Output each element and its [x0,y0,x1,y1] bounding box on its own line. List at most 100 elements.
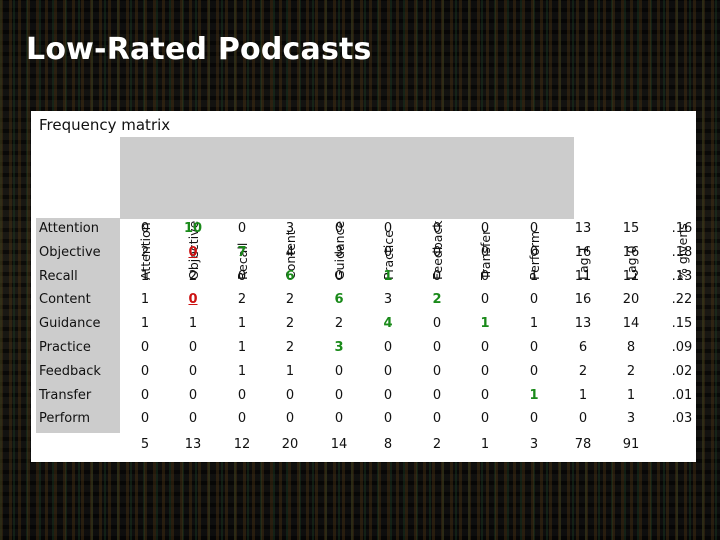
matrix-cell: 0 [480,268,490,284]
matrix-cell: 0 [432,411,442,427]
total-cell: 12 [233,437,251,453]
matrix-cell: 3 [334,340,344,355]
matrix-cell: 0 [285,387,295,403]
total-cell: 3 [529,437,539,453]
total-cell: 13 [184,437,202,453]
matrix-cell: 3 [383,292,393,308]
matrix-cell: 0 [480,363,490,379]
row-label-band [36,218,120,433]
matrix-cell: 0 [432,340,442,355]
matrix-cell: 2 [432,292,442,308]
matrix-cell: 3 [285,221,295,236]
matrix-cell: 0 [432,363,442,379]
matrix-cell: 8 [626,340,636,355]
matrix-cell: 0 [188,340,198,355]
matrix-cell: 14 [622,316,640,332]
matrix-cell: 0 [529,340,539,355]
matrix-cell: .22 [671,292,693,308]
matrix-cell: 0 [383,244,393,260]
matrix-cell: 0 [578,411,588,427]
matrix-cell: 0 [188,411,198,427]
matrix-cell: 16 [574,244,592,260]
matrix-cell: 1 [188,316,198,332]
matrix-cell: 0 [480,221,490,236]
matrix-cell: 0 [140,363,150,379]
matrix-cell: 0 [334,363,344,379]
column-header-band [120,137,574,219]
matrix-cell: 0 [529,411,539,427]
matrix-cell: 0 [480,387,490,403]
matrix-cell: 13 [574,316,592,332]
matrix-cell: 0 [334,221,344,236]
matrix-cell: .15 [671,316,693,332]
frequency-matrix-panel: Frequency matrix Attention Objective Recal… [31,111,696,462]
matrix-cell: 0 [529,292,539,308]
matrix-cell: 2 [285,340,295,355]
matrix-cell: 2 [578,363,588,379]
matrix-cell: 1 [529,316,539,332]
matrix-cell: 0 [188,292,198,308]
matrix-cell: 1 [626,387,636,403]
matrix-cell: 0 [529,363,539,379]
matrix-cell: 2 [285,292,295,308]
matrix-cell: 0 [432,268,442,284]
matrix-cell: 7 [237,244,247,260]
matrix-cell: .02 [671,363,693,379]
matrix-cell: 13 [574,221,592,236]
slide-title: Low-Rated Podcasts [26,32,372,67]
matrix-cell: 1 [237,340,247,355]
total-cell: 14 [330,437,348,453]
total-cell: 2 [432,437,442,453]
matrix-cell: 4 [285,244,295,260]
matrix-cell: 10 [183,221,203,236]
matrix-cell: 0 [432,316,442,332]
row-label: Attention [39,221,99,236]
matrix-cell: .13 [671,268,693,284]
matrix-cell: 0 [480,411,490,427]
matrix-cell: 2 [626,363,636,379]
matrix-cell: 1 [529,268,539,284]
matrix-cell: 16 [574,292,592,308]
matrix-cell: 0 [432,221,442,236]
total-cell: 5 [140,437,150,453]
matrix-cell: 2 [188,268,198,284]
total-cell: 8 [383,437,393,453]
matrix-cell: 0 [383,387,393,403]
matrix-cell: 6 [285,268,295,284]
row-label: Feedback [39,363,101,379]
row-label: Objective [39,244,101,260]
total-cell: 1 [480,437,490,453]
matrix-cell: 4 [383,316,393,332]
matrix-cell: 16 [622,244,640,260]
matrix-cell: 0 [383,411,393,427]
matrix-cell: 20 [622,292,640,308]
matrix-cell: 0 [188,363,198,379]
matrix-cell: 0 [140,221,150,236]
matrix-cell: 0 [285,411,295,427]
matrix-cell: 1 [578,387,588,403]
matrix-title: Frequency matrix [39,116,171,134]
matrix-cell: 0 [334,387,344,403]
matrix-cell: .16 [671,221,693,236]
matrix-cell: 0 [529,221,539,236]
matrix-cell: 0 [140,387,150,403]
matrix-cell: 1 [285,363,295,379]
matrix-cell: 0 [432,244,442,260]
matrix-cell: 0 [383,340,393,355]
matrix-cell: 6 [334,292,344,308]
matrix-cell: 1 [140,292,150,308]
matrix-cell: 3 [626,411,636,427]
matrix-cell: 0 [140,411,150,427]
total-cell: 78 [574,437,592,453]
matrix-cell: 0 [334,411,344,427]
matrix-cell: 0 [188,387,198,403]
matrix-cell: 0 [237,387,247,403]
matrix-cell: 2 [140,244,150,260]
row-label: Transfer [39,387,92,403]
matrix-cell: 6 [578,340,588,355]
matrix-cell: 1 [237,363,247,379]
matrix-cell: 3 [334,244,344,260]
total-cell: 20 [281,437,299,453]
matrix-cell: 0 [383,363,393,379]
matrix-cell: .03 [671,411,693,427]
